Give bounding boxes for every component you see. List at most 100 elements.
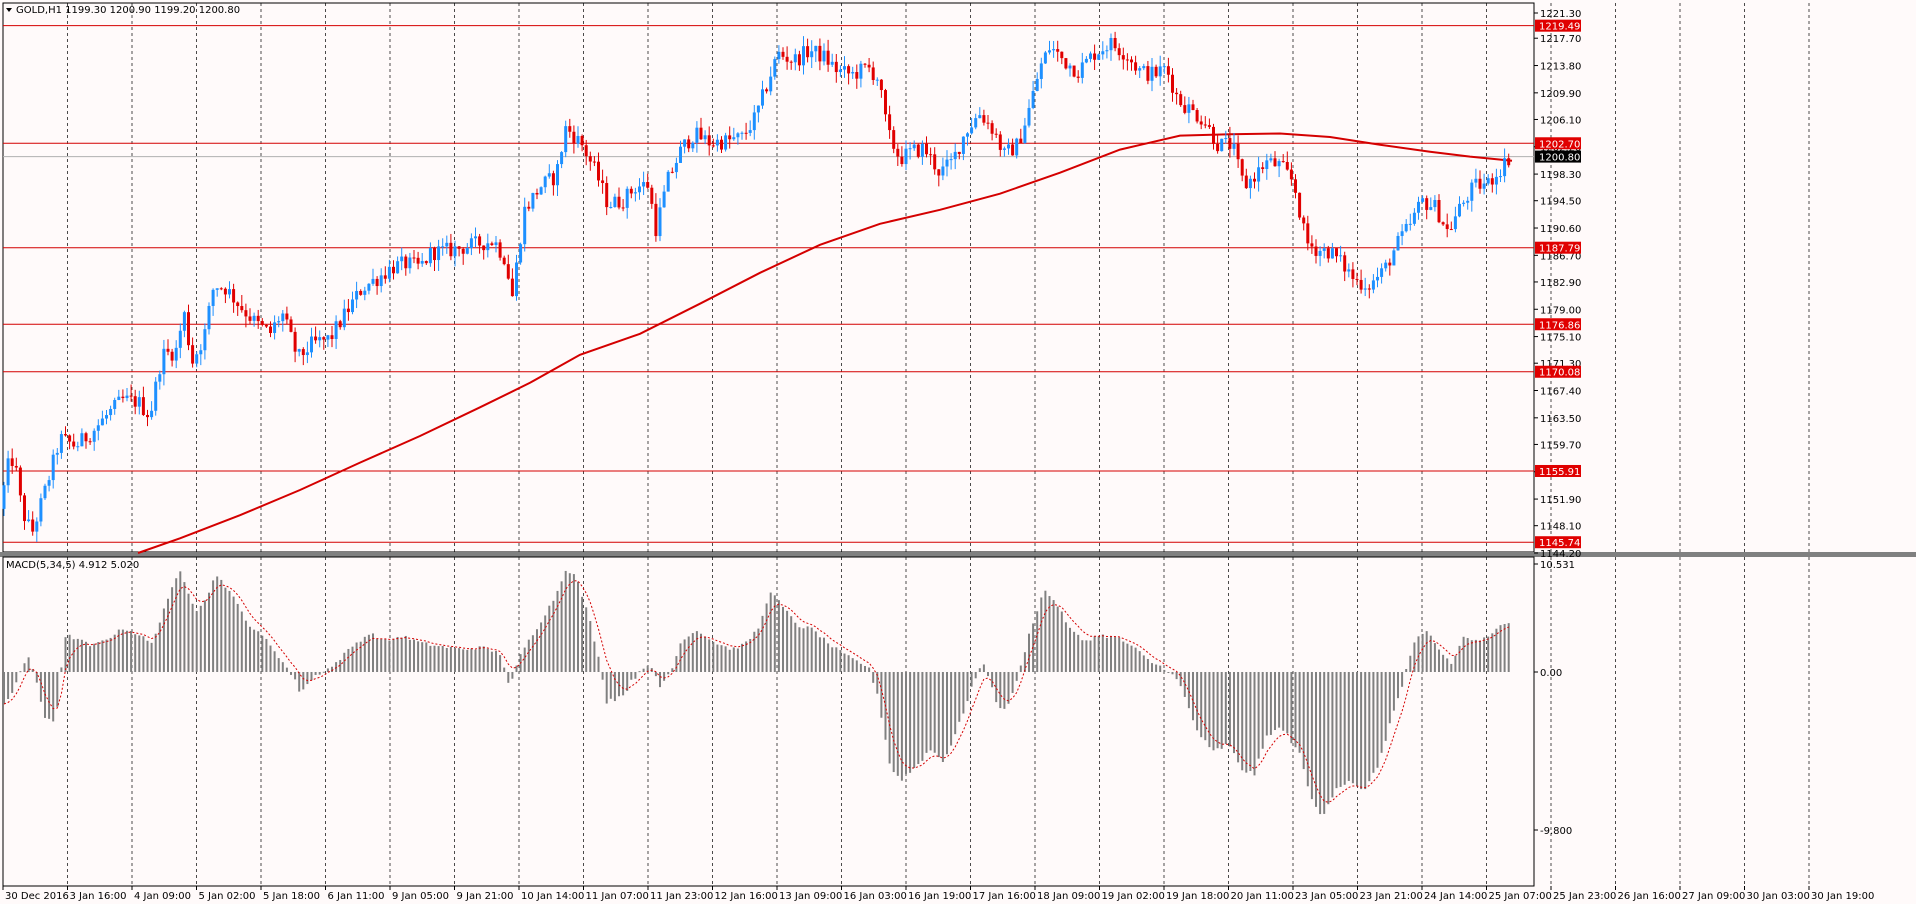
candle-body: [322, 337, 326, 340]
candle-body: [953, 151, 957, 160]
macd-bar: [1060, 611, 1063, 672]
candle-body: [752, 112, 756, 131]
candle-body: [1466, 200, 1470, 203]
candle-body: [1056, 49, 1060, 52]
macd-bar: [191, 603, 194, 672]
candle-body: [1183, 105, 1187, 113]
macd-bar: [720, 645, 723, 672]
candle-body: [761, 89, 764, 106]
macd-bar: [708, 639, 711, 672]
price-tick-label: 1148.10: [1540, 522, 1581, 533]
price-tick-label: 1198.30: [1540, 170, 1581, 181]
candle-body: [777, 51, 781, 60]
macd-bar: [1429, 635, 1432, 672]
candle-body: [875, 79, 879, 81]
macd-bar: [552, 600, 555, 672]
macd-bar: [121, 629, 124, 672]
macd-bar: [449, 646, 452, 672]
candle-body: [744, 132, 748, 134]
macd-bar: [80, 639, 83, 672]
level-price-label: 1145.74: [1539, 538, 1580, 549]
candle-body: [945, 159, 949, 167]
price-tick-label: 1151.90: [1540, 495, 1581, 506]
candle-body: [1187, 104, 1191, 113]
macd-bar: [93, 643, 96, 672]
macd-bar: [523, 647, 526, 672]
candle-body: [84, 433, 88, 442]
candle-body: [256, 315, 260, 322]
candle-body: [1265, 160, 1269, 170]
candle-body: [588, 156, 592, 162]
dropdown-triangle-icon[interactable]: [6, 8, 12, 12]
macd-header: MACD(5,34,5) 4.912 5.020: [6, 560, 139, 571]
macd-bar: [1118, 637, 1121, 672]
candle-body: [137, 397, 141, 407]
candle-body: [605, 183, 609, 208]
candle-body: [810, 51, 814, 58]
candle-body: [191, 345, 195, 364]
macd-bar: [1269, 672, 1272, 735]
macd-bar: [839, 650, 842, 672]
candle-body: [711, 145, 715, 147]
macd-bar: [638, 671, 641, 673]
macd-bar: [441, 645, 444, 672]
time-tick-label: 19 Jan 18:00: [1166, 891, 1229, 902]
candle-body: [461, 248, 465, 254]
candle-body: [1441, 222, 1445, 225]
candle-body: [568, 126, 572, 132]
macd-bar: [585, 607, 588, 672]
candle-body: [80, 433, 84, 447]
candle-body: [100, 418, 104, 426]
candle-body: [843, 66, 846, 70]
candle-body: [871, 67, 875, 81]
candle-body: [916, 144, 920, 157]
candle-body: [1281, 161, 1285, 163]
macd-bar: [1282, 672, 1285, 731]
macd-bar: [359, 641, 362, 672]
macd-bar: [540, 622, 543, 672]
macd-bar: [1192, 672, 1194, 721]
macd-bar: [847, 655, 850, 672]
macd-bar: [1388, 672, 1391, 724]
candle-body: [957, 151, 961, 154]
candle-body: [43, 485, 47, 499]
candle-body: [1298, 192, 1302, 218]
macd-bar: [1007, 672, 1010, 704]
candle-body: [64, 434, 67, 436]
macd-bar: [1392, 672, 1395, 711]
macd-bar: [19, 671, 22, 673]
macd-bar: [458, 648, 461, 672]
candle-body: [1142, 66, 1146, 69]
candle-body: [793, 54, 797, 63]
candle-body: [494, 242, 498, 246]
candle-body: [310, 336, 313, 353]
candle-body: [556, 164, 559, 186]
candle-body: [1048, 50, 1051, 53]
candle-body: [867, 64, 871, 68]
macd-bar: [1368, 672, 1371, 782]
macd-bar: [1081, 640, 1084, 672]
macd-bar: [1507, 623, 1510, 672]
macd-bar: [1274, 672, 1276, 731]
time-tick-label: 4 Jan 09:00: [134, 891, 191, 902]
macd-bar: [1327, 672, 1330, 805]
macd-bar: [162, 608, 165, 672]
candle-body: [1043, 52, 1047, 64]
macd-bar: [868, 667, 871, 672]
candle-body: [490, 243, 494, 246]
macd-bar: [1155, 664, 1158, 672]
candle-body: [740, 132, 744, 134]
candle-body: [1015, 138, 1019, 156]
candle-body: [1425, 198, 1429, 210]
macd-bar: [905, 672, 907, 775]
candle-body: [855, 72, 859, 79]
candle-body: [301, 349, 305, 356]
candle-body: [166, 348, 170, 352]
macd-bar: [11, 672, 14, 693]
candle-body: [679, 146, 682, 163]
candle-body: [1072, 65, 1076, 77]
macd-bar: [757, 628, 760, 672]
macd-bar: [716, 644, 719, 672]
candle-body: [1400, 231, 1404, 236]
candle-body: [412, 257, 416, 259]
